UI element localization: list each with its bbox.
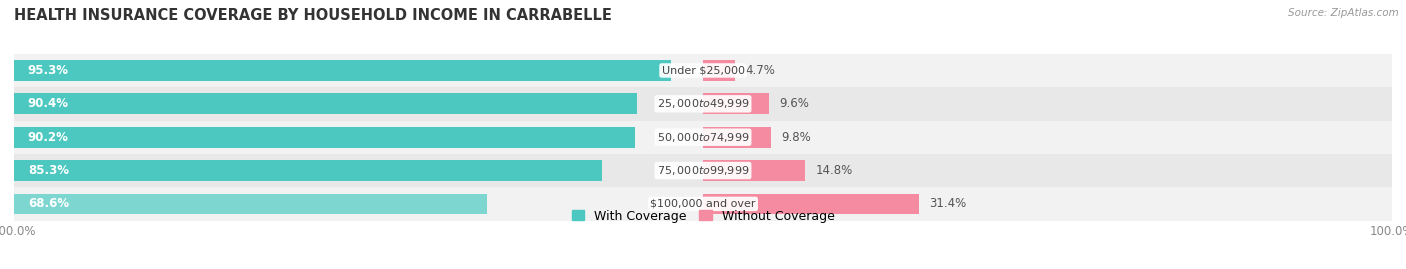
Bar bbox=[14, 60, 671, 81]
Text: 9.6%: 9.6% bbox=[779, 97, 810, 110]
Text: 14.8%: 14.8% bbox=[815, 164, 852, 177]
Text: 95.3%: 95.3% bbox=[28, 64, 69, 77]
Bar bbox=[14, 154, 1392, 187]
Bar bbox=[703, 60, 735, 81]
Text: $50,000 to $74,999: $50,000 to $74,999 bbox=[657, 131, 749, 144]
Text: 90.2%: 90.2% bbox=[28, 131, 69, 144]
Bar bbox=[14, 121, 1392, 154]
Text: 85.3%: 85.3% bbox=[28, 164, 69, 177]
Bar bbox=[14, 54, 1392, 87]
Text: 9.8%: 9.8% bbox=[780, 131, 811, 144]
Bar bbox=[703, 160, 806, 181]
Text: 4.7%: 4.7% bbox=[745, 64, 776, 77]
Bar bbox=[14, 194, 486, 214]
Text: HEALTH INSURANCE COVERAGE BY HOUSEHOLD INCOME IN CARRABELLE: HEALTH INSURANCE COVERAGE BY HOUSEHOLD I… bbox=[14, 8, 612, 23]
Bar bbox=[14, 127, 636, 147]
Bar bbox=[703, 194, 920, 214]
Text: Under $25,000: Under $25,000 bbox=[661, 65, 745, 76]
Legend: With Coverage, Without Coverage: With Coverage, Without Coverage bbox=[567, 205, 839, 228]
Text: $75,000 to $99,999: $75,000 to $99,999 bbox=[657, 164, 749, 177]
Text: 68.6%: 68.6% bbox=[28, 197, 69, 210]
Bar bbox=[703, 94, 769, 114]
Text: $100,000 and over: $100,000 and over bbox=[650, 199, 756, 209]
Text: 90.4%: 90.4% bbox=[28, 97, 69, 110]
Bar bbox=[703, 127, 770, 147]
Bar bbox=[14, 87, 1392, 121]
Bar bbox=[14, 160, 602, 181]
Bar bbox=[14, 94, 637, 114]
Text: Source: ZipAtlas.com: Source: ZipAtlas.com bbox=[1288, 8, 1399, 18]
Bar bbox=[14, 187, 1392, 221]
Text: 31.4%: 31.4% bbox=[929, 197, 967, 210]
Text: $25,000 to $49,999: $25,000 to $49,999 bbox=[657, 97, 749, 110]
